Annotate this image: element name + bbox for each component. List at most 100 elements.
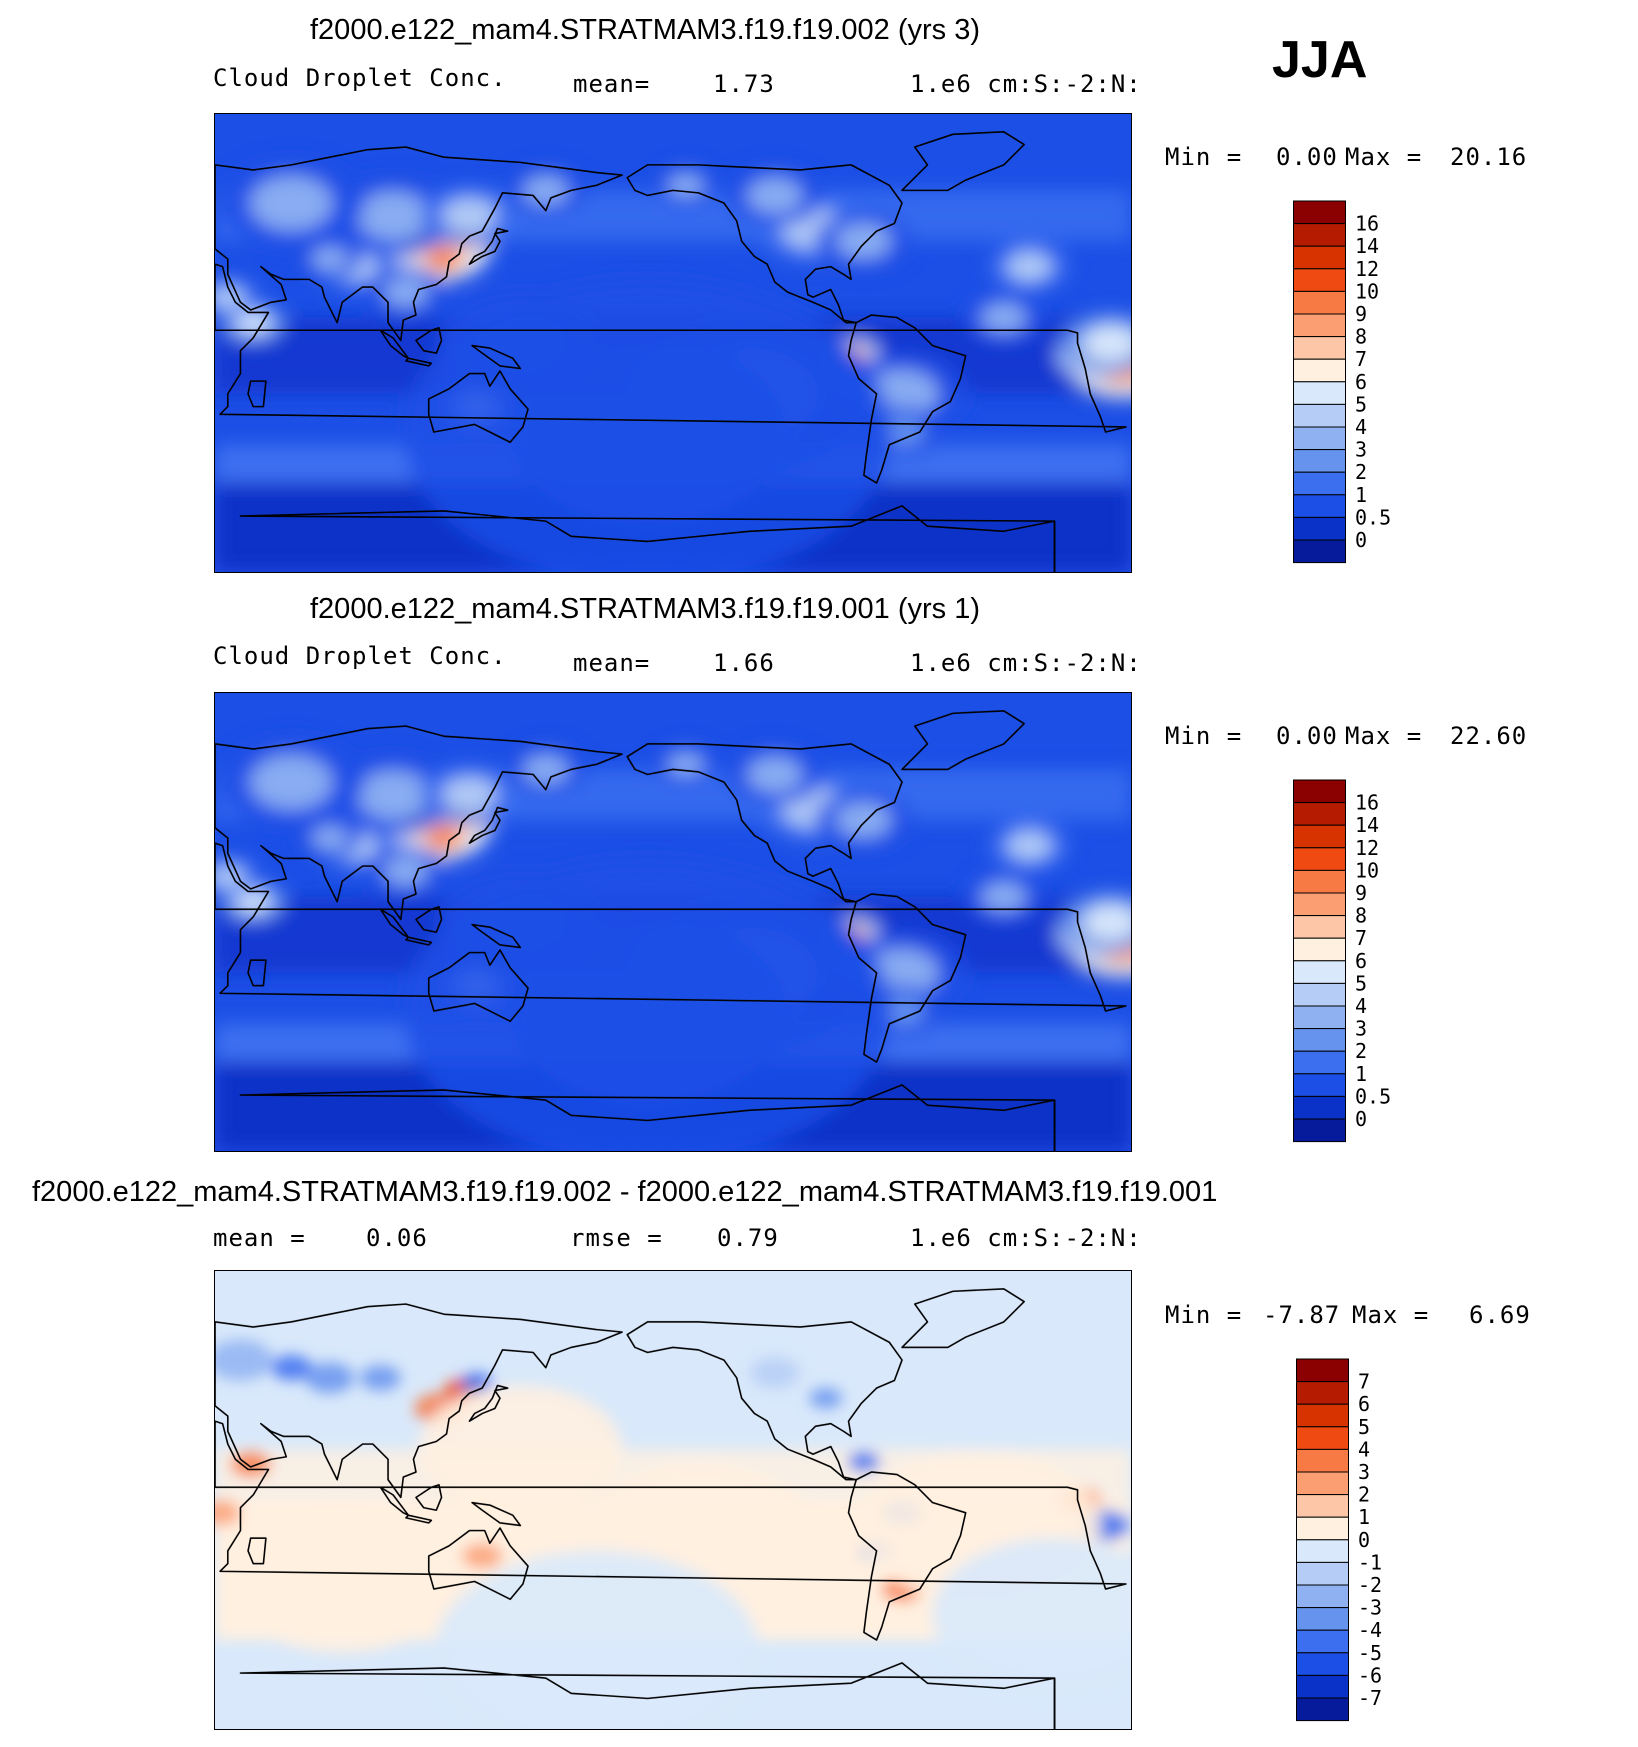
colorbar-tick-label: 0 — [1355, 1107, 1367, 1131]
coastline-outline — [379, 329, 410, 360]
colorbar-swatch — [1293, 381, 1346, 405]
coastline-outline — [405, 936, 433, 946]
panel-3-rmse-label: rmse = — [570, 1224, 663, 1252]
coastline-outline — [405, 357, 433, 367]
colorbar-tick-label: 1 — [1358, 1505, 1370, 1529]
colorbar-swatch — [1293, 1005, 1346, 1030]
panel-3-max-value: 6.69 — [1469, 1301, 1531, 1329]
colorbar-tick-label: 0.5 — [1355, 1084, 1391, 1108]
panel-1-max-label: Max = — [1345, 143, 1423, 171]
colorbar-swatch — [1296, 1539, 1349, 1563]
coastline-outline — [415, 1483, 443, 1511]
colorbar-swatch — [1296, 1403, 1349, 1428]
panel-2-mean-value: 1.66 — [713, 649, 775, 677]
colorbar-tick-label: 4 — [1355, 415, 1367, 439]
coastline-outline — [215, 1420, 1127, 1590]
coastlines — [215, 1288, 1127, 1729]
coastline-outline — [468, 1384, 509, 1422]
colorbar-tick-label: 1 — [1355, 483, 1367, 507]
colorbar-swatch — [1296, 1381, 1349, 1405]
colorbar-swatch — [1293, 1073, 1346, 1097]
coastline-outline — [379, 1486, 410, 1517]
coastline-outline — [901, 710, 1025, 771]
colorbar-swatch — [1293, 403, 1346, 428]
panel-3-units: 1.e6 cm:S:-2:N: — [910, 1224, 1142, 1252]
colorbar-tick-label: 6 — [1358, 1392, 1370, 1416]
colorbar-tick-label: 7 — [1355, 347, 1367, 371]
coastline-outline — [427, 1527, 529, 1601]
panel-1-mean-value: 1.73 — [713, 70, 775, 98]
colorbar-swatch — [1293, 802, 1346, 826]
colorbar-swatch — [1293, 1095, 1346, 1120]
colorbar-tick-label: 3 — [1355, 438, 1367, 462]
panel-3-colorbar: 7 6 5 4 3 2 1 0 -1 -2 -3 -4 -5 -6 -7 — [1296, 1358, 1446, 1722]
coastline-outline — [471, 1501, 522, 1527]
colorbar-swatch — [1293, 1050, 1346, 1075]
colorbar-tick-label: 10 — [1355, 858, 1379, 882]
coastline-outline — [847, 1471, 967, 1641]
colorbar-tick-label: 2 — [1355, 1039, 1367, 1063]
coastline-outline — [471, 923, 522, 949]
panel-1-mean-label: mean= — [573, 70, 651, 98]
colorbar-swatch — [1293, 268, 1346, 292]
coastline-outline — [468, 227, 509, 265]
coastline-outline — [239, 1084, 1056, 1151]
colorbar-swatch — [1293, 892, 1346, 917]
colorbar-tick-label: 14 — [1355, 234, 1379, 258]
panel-3-title: f2000.e122_mam4.STRATMAM3.f19.f19.002 - … — [32, 1176, 1218, 1208]
colorbar-swatch — [1293, 960, 1346, 984]
colorbar-swatch — [1296, 1584, 1349, 1609]
coastline-outline — [239, 1662, 1056, 1729]
colorbar-tick-label: 2 — [1358, 1483, 1370, 1507]
panel-3-min-label: Min = — [1165, 1301, 1243, 1329]
coastline-outline — [626, 743, 903, 903]
coastline-outline — [215, 263, 1127, 433]
colorbar-tick-label: -1 — [1358, 1550, 1382, 1574]
colorbar-swatch — [1296, 1516, 1349, 1541]
colorbar-tick-label: 0 — [1358, 1528, 1370, 1552]
coastline-outline — [215, 1303, 623, 1499]
panel-3-max-label: Max = — [1352, 1301, 1430, 1329]
colorbar-tick-label: 0 — [1355, 528, 1367, 552]
colorbar-swatch — [1296, 1652, 1349, 1676]
colorbar-tick-label: -7 — [1358, 1686, 1382, 1710]
panel-2-mean-label: mean= — [573, 649, 651, 677]
colorbar-swatch — [1296, 1426, 1349, 1450]
colorbar-tick-label: 12 — [1355, 836, 1379, 860]
coastline-outline — [239, 505, 1056, 572]
coastline-outline — [379, 908, 410, 939]
panel-2-max-label: Max = — [1345, 722, 1423, 750]
coastline-outline — [247, 380, 267, 408]
colorbar-tick-label: 8 — [1355, 904, 1367, 928]
coastline-outline — [215, 725, 623, 921]
colorbar-swatch — [1296, 1629, 1349, 1654]
colorbar-tick-label: 9 — [1355, 881, 1367, 905]
colorbar-tick-label: -4 — [1358, 1618, 1382, 1642]
coastline-outline — [901, 1288, 1025, 1349]
panel-1-colorbar: 16 14 12 10 9 8 7 6 5 4 3 2 1 0.5 0 — [1293, 200, 1443, 564]
colorbar-swatch — [1296, 1674, 1349, 1699]
colorbar-swatch — [1293, 471, 1346, 496]
coastline-outline — [415, 905, 443, 933]
coastline-outline — [215, 146, 623, 342]
panel-2-max-value: 22.60 — [1450, 722, 1528, 750]
colorbar-tick-label: 9 — [1355, 302, 1367, 326]
colorbar-tick-label: -6 — [1358, 1663, 1382, 1687]
panel-2-variable: Cloud Droplet Conc. — [213, 642, 507, 670]
panel-1-variable: Cloud Droplet Conc. — [213, 64, 507, 92]
colorbar-swatch — [1293, 539, 1346, 564]
panel-1-min-label: Min = — [1165, 143, 1243, 171]
colorbar-swatch — [1293, 290, 1346, 315]
colorbar-swatch — [1293, 426, 1346, 451]
coastline-outline — [626, 164, 903, 324]
panel-2-map — [214, 692, 1132, 1152]
colorbar-tick-label: 6 — [1355, 370, 1367, 394]
colorbar-tick-label: 5 — [1355, 392, 1367, 416]
colorbar-swatch — [1293, 847, 1346, 871]
colorbar-swatch — [1293, 915, 1346, 939]
panel-2-units: 1.e6 cm:S:-2:N: — [910, 649, 1142, 677]
coastline-outline — [247, 1537, 267, 1565]
colorbar-tick-label: 14 — [1355, 813, 1379, 837]
colorbar-swatch — [1293, 869, 1346, 894]
colorbar-tick-label: 12 — [1355, 257, 1379, 281]
